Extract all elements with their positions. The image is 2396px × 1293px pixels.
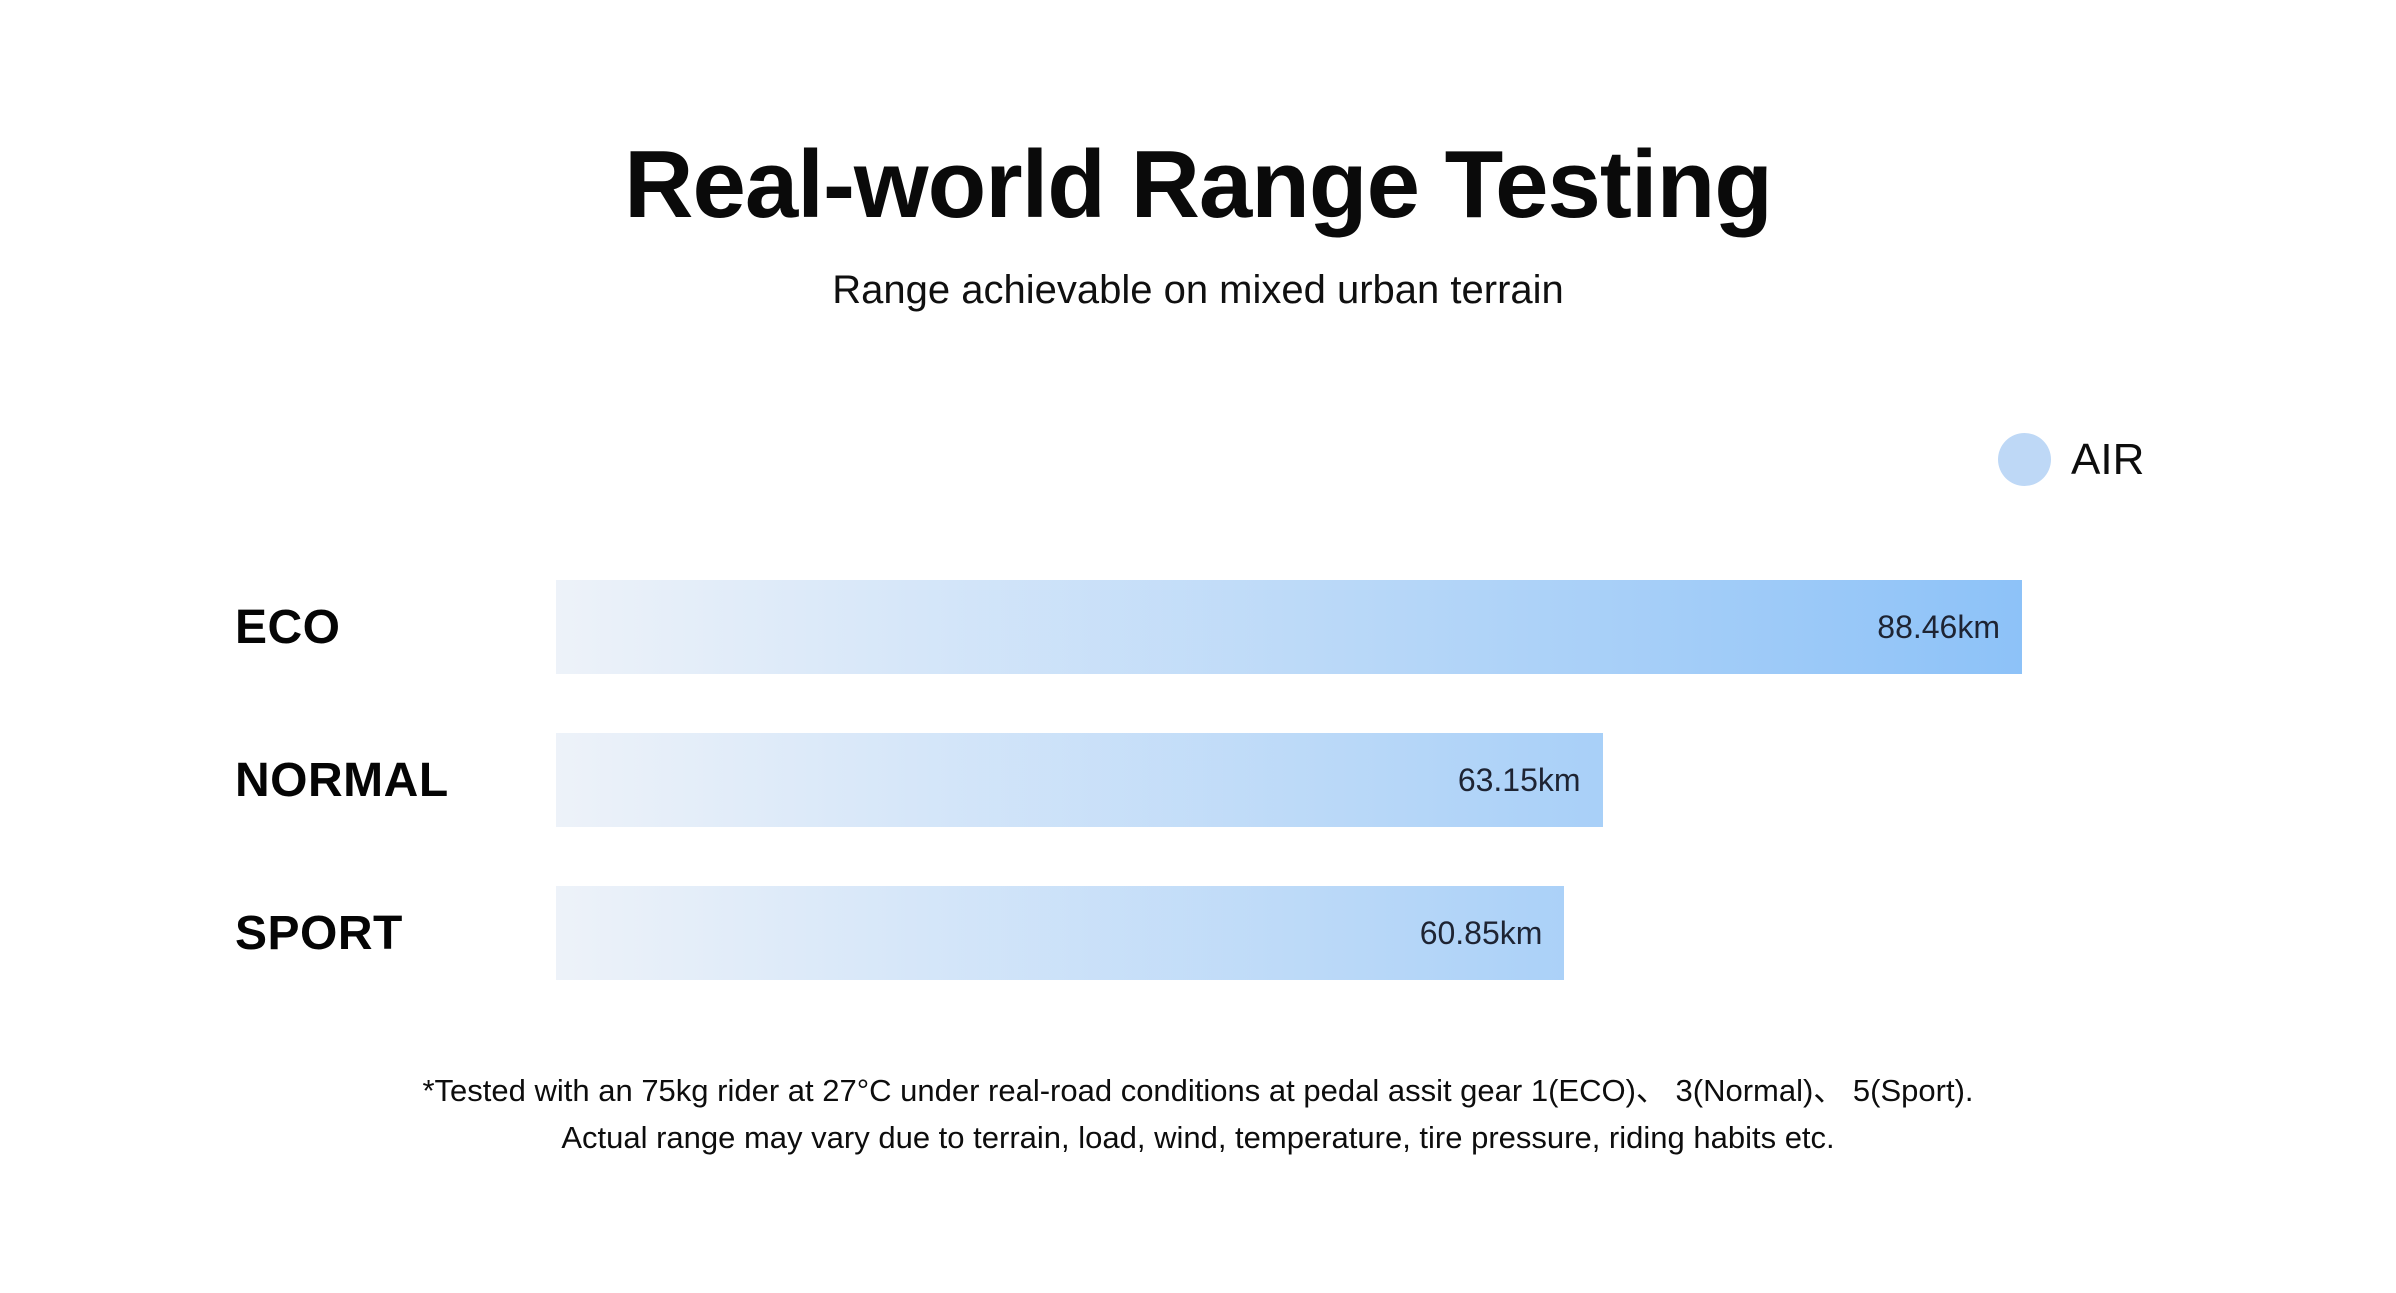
legend-label-air: AIR (2071, 434, 2145, 484)
category-label-normal: NORMAL (235, 753, 449, 807)
bar-normal: 63.15km (556, 733, 1603, 827)
bar-eco: 88.46km (556, 580, 2022, 674)
bar-value-normal: 63.15km (1457, 761, 1581, 798)
chart-title: Real-world Range Testing (624, 131, 1773, 238)
bar-track-sport: 60.85km (556, 886, 2022, 980)
bar-track-eco: 88.46km (556, 580, 2022, 674)
bar-value-sport: 60.85km (1419, 914, 1543, 951)
bar-sport: 60.85km (556, 886, 1565, 980)
legend: AIR (1998, 433, 2144, 486)
bar-row-eco: ECO 88.46km (235, 580, 2022, 674)
bar-row-normal: NORMAL 63.15km (235, 733, 2022, 827)
footnote-line-1: *Tested with an 75kg rider at 27°C under… (422, 1073, 1974, 1108)
legend-dot-icon (1998, 433, 2051, 486)
footnote-line-2: Actual range may vary due to terrain, lo… (561, 1120, 1835, 1156)
bar-value-eco: 88.46km (1877, 608, 2000, 645)
footnote: *Tested with an 75kg rider at 27°C under… (0, 1067, 2396, 1161)
category-label-sport: SPORT (235, 906, 403, 960)
bar-row-sport: SPORT 60.85km (235, 886, 2022, 980)
category-label-eco: ECO (235, 600, 341, 654)
bar-track-normal: 63.15km (556, 733, 2022, 827)
chart-subtitle: Range achievable on mixed urban terrain (832, 268, 1564, 312)
bar-chart: ECO 88.46km NORMAL 63.15km SPORT 60.85km (235, 580, 2022, 1039)
